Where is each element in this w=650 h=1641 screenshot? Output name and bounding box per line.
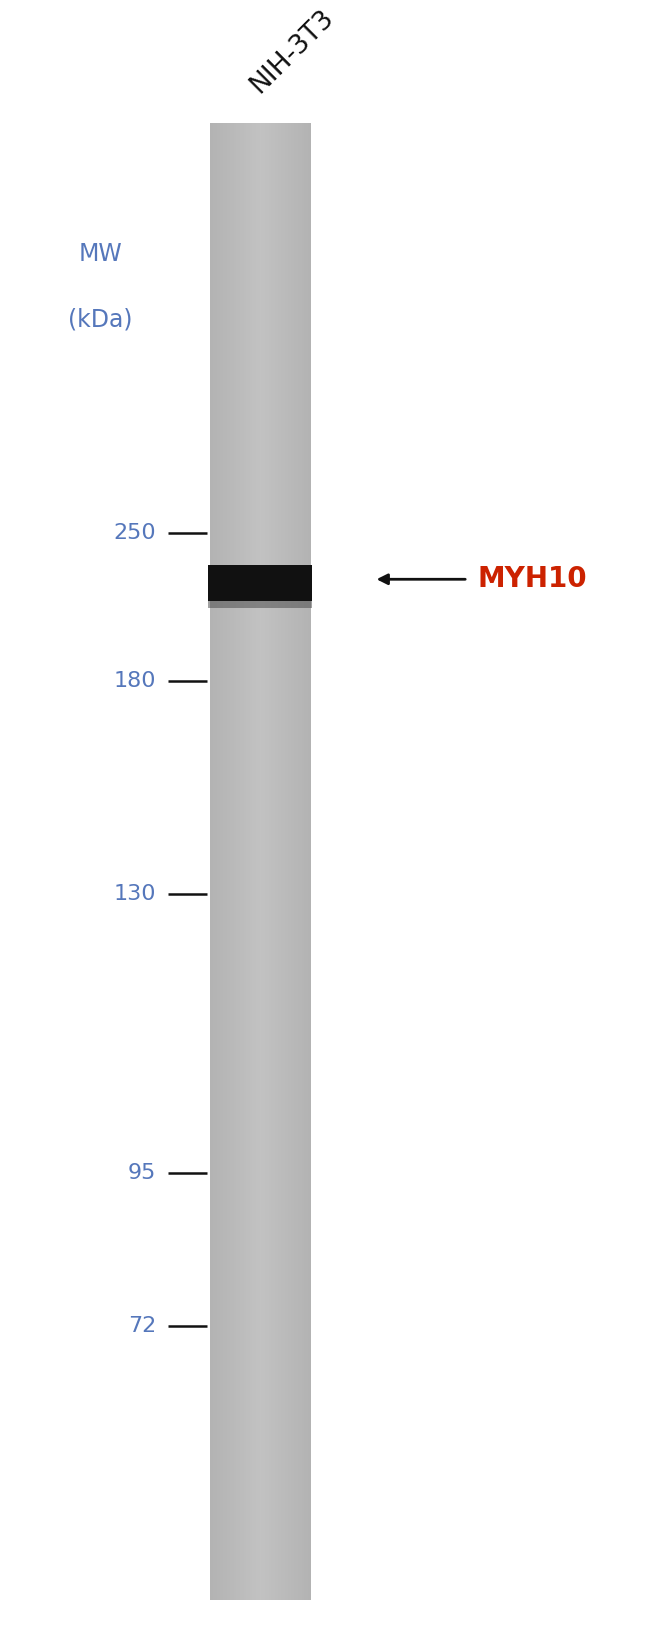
Bar — [284, 123, 286, 1600]
Text: MW: MW — [79, 243, 123, 266]
Bar — [268, 123, 270, 1600]
Bar — [220, 123, 222, 1600]
Bar — [270, 123, 272, 1600]
Bar — [209, 123, 211, 1600]
Bar — [254, 123, 255, 1600]
Bar — [244, 123, 246, 1600]
Bar — [296, 123, 298, 1600]
Bar — [308, 123, 310, 1600]
Bar — [309, 123, 311, 1600]
Bar — [261, 123, 263, 1600]
Bar — [259, 123, 261, 1600]
Bar — [292, 123, 294, 1600]
Bar — [225, 123, 227, 1600]
Bar — [249, 123, 251, 1600]
Bar — [212, 123, 214, 1600]
Bar — [295, 123, 297, 1600]
Bar — [229, 123, 230, 1600]
Bar — [264, 123, 266, 1600]
Bar — [287, 123, 289, 1600]
Bar — [307, 123, 309, 1600]
Text: NIH-3T3: NIH-3T3 — [245, 5, 339, 98]
Bar — [266, 123, 268, 1600]
Bar — [257, 123, 259, 1600]
Bar — [252, 123, 254, 1600]
Bar — [256, 123, 258, 1600]
Bar — [298, 123, 300, 1600]
Bar — [263, 123, 265, 1600]
Bar — [306, 123, 307, 1600]
Bar — [239, 123, 240, 1600]
Bar — [236, 123, 238, 1600]
Text: MYH10: MYH10 — [478, 565, 588, 594]
Text: (kDa): (kDa) — [68, 309, 133, 331]
Bar — [271, 123, 273, 1600]
Bar — [217, 123, 219, 1600]
Bar — [245, 123, 247, 1600]
Bar — [237, 123, 239, 1600]
Bar — [302, 123, 304, 1600]
Bar — [224, 123, 226, 1600]
Bar — [226, 123, 228, 1600]
Bar — [218, 123, 220, 1600]
Bar — [232, 123, 234, 1600]
Text: 95: 95 — [127, 1163, 156, 1183]
Bar — [248, 123, 250, 1600]
Bar — [221, 123, 223, 1600]
Bar — [289, 123, 291, 1600]
Bar — [240, 123, 242, 1600]
Bar — [231, 123, 233, 1600]
Text: 180: 180 — [114, 671, 156, 691]
Bar — [291, 123, 293, 1600]
Bar — [242, 123, 244, 1600]
Bar — [299, 123, 301, 1600]
Text: 250: 250 — [113, 523, 156, 543]
Bar — [269, 123, 271, 1600]
Bar — [294, 123, 296, 1600]
Bar — [251, 123, 253, 1600]
Bar — [285, 123, 287, 1600]
Bar — [233, 123, 235, 1600]
Bar — [246, 123, 248, 1600]
Bar — [280, 123, 282, 1600]
Bar — [230, 123, 231, 1600]
Bar — [283, 123, 285, 1600]
Text: 130: 130 — [114, 884, 156, 904]
Text: 72: 72 — [128, 1316, 156, 1336]
Bar — [274, 123, 276, 1600]
Bar — [213, 123, 215, 1600]
Bar — [276, 123, 278, 1600]
Bar — [281, 123, 283, 1600]
Bar — [241, 123, 243, 1600]
Bar — [300, 123, 302, 1600]
Bar — [275, 123, 277, 1600]
Bar — [214, 123, 216, 1600]
Bar — [265, 123, 267, 1600]
Bar — [260, 123, 262, 1600]
Bar — [222, 123, 224, 1600]
Bar — [290, 123, 292, 1600]
Bar — [304, 123, 306, 1600]
Bar — [279, 123, 281, 1600]
Bar — [235, 123, 237, 1600]
Bar — [211, 123, 213, 1600]
Bar — [208, 594, 313, 607]
Bar — [250, 123, 252, 1600]
Bar — [216, 123, 218, 1600]
Bar — [288, 123, 290, 1600]
Bar — [227, 123, 229, 1600]
Bar — [278, 123, 280, 1600]
Bar — [272, 123, 274, 1600]
Bar — [303, 123, 305, 1600]
Bar — [255, 123, 257, 1600]
Bar — [208, 565, 313, 601]
